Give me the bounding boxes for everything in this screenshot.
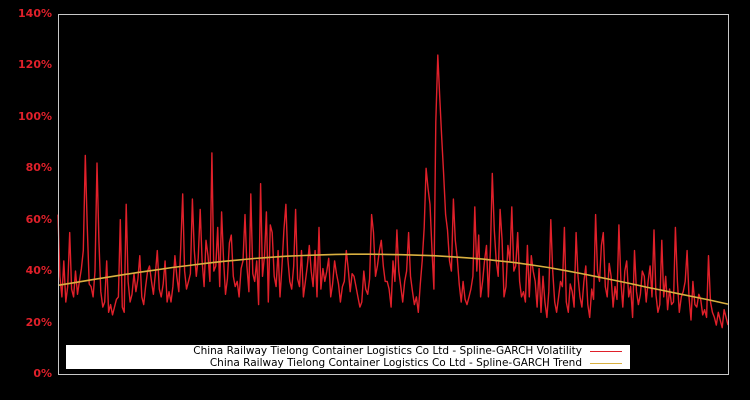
legend-swatch-volatility bbox=[590, 350, 622, 352]
y-tick-label: 140% bbox=[18, 7, 52, 20]
plot-frame bbox=[58, 14, 729, 375]
legend-item-volatility: China Railway Tielong Container Logistic… bbox=[193, 345, 622, 357]
legend-swatch-trend bbox=[590, 362, 622, 364]
y-tick-label: 40% bbox=[25, 264, 52, 278]
y-tick-label: 100% bbox=[18, 109, 52, 123]
chart-legend: China Railway Tielong Container Logistic… bbox=[66, 345, 630, 369]
trend-line bbox=[57, 253, 729, 305]
legend-item-trend: China Railway Tielong Container Logistic… bbox=[210, 357, 622, 369]
y-tick-label: 120% bbox=[18, 58, 52, 72]
legend-label-trend: China Railway Tielong Container Logistic… bbox=[209, 357, 582, 369]
y-tick-label: 60% bbox=[25, 212, 52, 226]
y-tick-label: 0% bbox=[33, 367, 52, 380]
y-tick-label: 80% bbox=[25, 161, 52, 175]
y-tick-label: 20% bbox=[25, 315, 52, 329]
legend-label-volatility: China Railway Tielong Container Logistic… bbox=[193, 345, 582, 357]
volatility-line bbox=[57, 54, 729, 329]
plot-area bbox=[57, 54, 729, 329]
